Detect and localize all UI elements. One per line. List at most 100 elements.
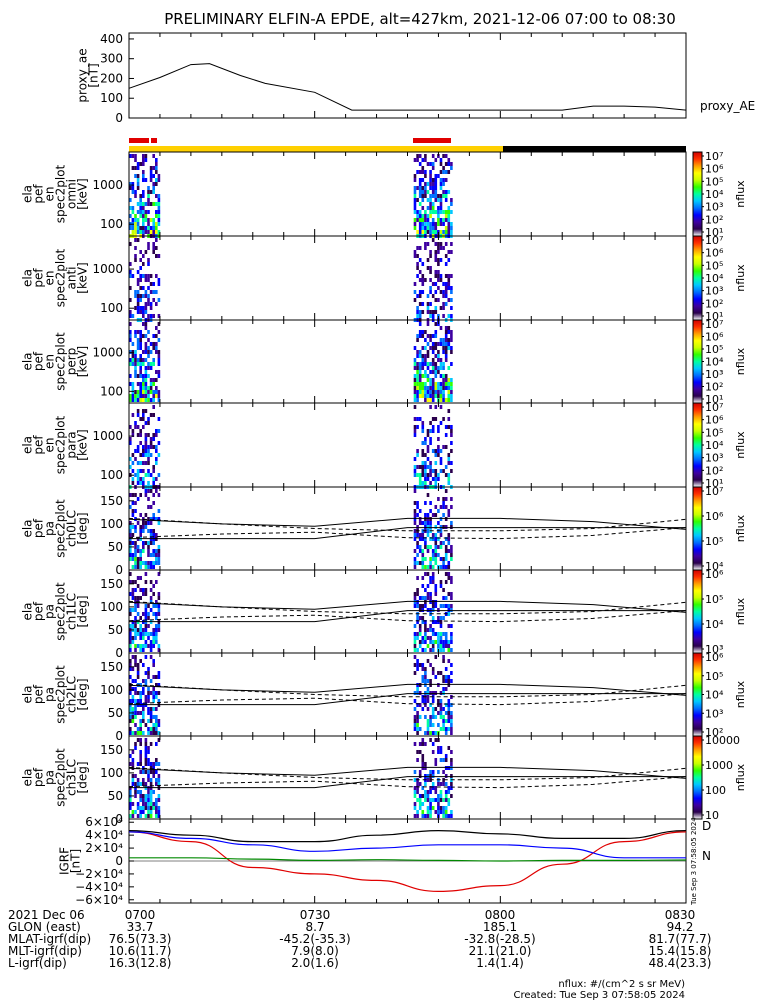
ylabel-line: [nT] (69, 849, 83, 873)
footer-row-value: 16.3(12.8) (109, 956, 172, 970)
spec-cell (429, 814, 432, 818)
colorbar-tick-label: 10⁴ (705, 689, 724, 702)
spec-cell (416, 667, 419, 671)
spec-cell (429, 786, 432, 790)
spec-cell (134, 258, 137, 262)
spec-cell (144, 723, 148, 727)
spec-cell (142, 417, 145, 421)
spec-cell (413, 565, 417, 569)
spec-cell (413, 624, 417, 628)
spec-cell (149, 802, 153, 806)
spec-cell (136, 174, 140, 178)
spec-cell (157, 202, 161, 206)
spec-cell (147, 262, 150, 266)
spec-cell (418, 186, 422, 190)
spec-cell (129, 154, 132, 158)
spec-cell (450, 762, 453, 766)
spec-cell (421, 186, 425, 190)
spec-cell (447, 214, 451, 218)
loss-cone-line (129, 527, 686, 540)
spec-cell (149, 378, 153, 382)
spec-cell (413, 210, 417, 214)
spec-cell (157, 298, 161, 302)
spec-cell (136, 445, 140, 449)
spec-cell (447, 366, 451, 370)
spec-cell (450, 334, 453, 338)
spec-cell (442, 469, 445, 473)
spec-cell (152, 774, 155, 778)
spec-cell (450, 330, 453, 334)
spec-cell (129, 727, 132, 731)
ylabel-line: ela (21, 768, 35, 786)
spec-cell (157, 553, 161, 557)
energy-spectrogram-cells (413, 405, 453, 489)
spec-cell (429, 592, 432, 596)
spec-cell (429, 703, 432, 707)
spec-cell (442, 727, 445, 731)
spec-cell (142, 525, 145, 529)
spec-cell (442, 417, 445, 421)
colorbar-tick-label: 10³ (705, 643, 723, 656)
spec-cell (129, 457, 132, 461)
spec-cell (437, 218, 440, 222)
spec-cell (431, 314, 435, 318)
spec-cell (434, 505, 438, 509)
spec-cell (426, 350, 430, 354)
spec-cell (442, 588, 445, 592)
spec-cell (447, 604, 451, 608)
spec-cell (450, 338, 453, 342)
spec-cell (418, 278, 422, 282)
spec-cell (442, 218, 445, 222)
spec-cell (155, 378, 158, 382)
spec-cell (426, 513, 430, 517)
spec-cell (426, 398, 430, 402)
spec-cell (447, 533, 451, 537)
spec-cell (152, 561, 155, 565)
spec-cell (413, 382, 417, 386)
spec-cell (155, 604, 158, 608)
spec-cell (157, 429, 161, 433)
spec-cell (421, 262, 425, 266)
spec-cell (429, 437, 432, 441)
spec-cell (155, 675, 158, 679)
spec-cell (426, 529, 430, 533)
spec-cell (450, 786, 453, 790)
spec-cell (147, 354, 150, 358)
spec-cell (144, 782, 148, 786)
spec-cell (431, 358, 435, 362)
spec-cell (131, 469, 135, 473)
spec-cell (134, 254, 137, 258)
spec-cell (434, 707, 438, 711)
spec-cell (426, 679, 430, 683)
spec-cell (139, 390, 142, 394)
spec-cell (424, 437, 427, 441)
spec-cell (426, 214, 430, 218)
spec-cell (139, 366, 142, 370)
spec-cell (429, 501, 432, 505)
spec-cell (424, 683, 427, 687)
spec-cell (152, 290, 155, 294)
spec-cell (434, 342, 438, 346)
spec-cell (439, 242, 443, 246)
colorbar-tick-label: 10² (705, 381, 723, 394)
time-ticks (128, 736, 687, 819)
spec-cell (439, 750, 443, 754)
spec-cell (157, 314, 161, 318)
spec-cell (421, 362, 425, 366)
spec-cell (134, 230, 137, 234)
spec-cell (144, 632, 148, 636)
spec-cell (424, 628, 427, 632)
colorbar-fill (692, 486, 703, 571)
spec-cell (129, 659, 132, 663)
spec-cell (444, 342, 448, 346)
spec-cell (152, 469, 155, 473)
energy-spectrogram-cells (129, 154, 161, 238)
spec-cell (413, 346, 417, 350)
spec-cell (157, 362, 161, 366)
spec-cell (134, 774, 137, 778)
spec-cell (429, 226, 432, 230)
spec-cell (424, 766, 427, 770)
spec-cell (134, 330, 137, 334)
